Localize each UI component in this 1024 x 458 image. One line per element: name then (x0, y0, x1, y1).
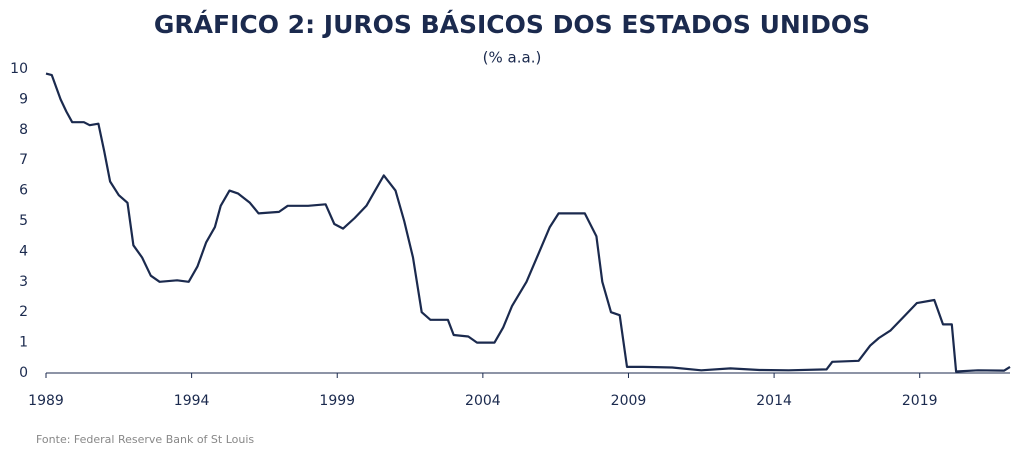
y-tick-label: 7 (19, 152, 28, 168)
x-tick-label: 2019 (902, 393, 938, 409)
x-tick-label: 2004 (465, 393, 501, 409)
x-tick-label: 1994 (174, 393, 210, 409)
y-tick-label: 1 (19, 335, 28, 351)
x-tick-label: 2014 (756, 393, 792, 409)
chart-title: GRÁFICO 2: JUROS BÁSICOS DOS ESTADOS UNI… (154, 10, 870, 39)
y-tick-label: 3 (19, 274, 28, 290)
source-note: Fonte: Federal Reserve Bank of St Louis (36, 433, 254, 446)
data-line (45, 72, 1011, 373)
y-tick-label: 2 (19, 304, 28, 320)
y-tick-label: 5 (19, 213, 28, 229)
y-tick-label: 8 (19, 122, 28, 138)
y-tick-label: 10 (10, 61, 28, 77)
x-tick-label: 1999 (319, 393, 355, 409)
y-tick-label: 4 (19, 243, 28, 259)
chart-subtitle: (% a.a.) (483, 49, 542, 67)
x-tick-label: 1989 (28, 393, 64, 409)
x-tick-label: 2009 (611, 393, 647, 409)
y-tick-label: 0 (19, 365, 28, 381)
y-tick-label: 9 (19, 91, 28, 107)
y-tick-label: 6 (19, 183, 28, 199)
